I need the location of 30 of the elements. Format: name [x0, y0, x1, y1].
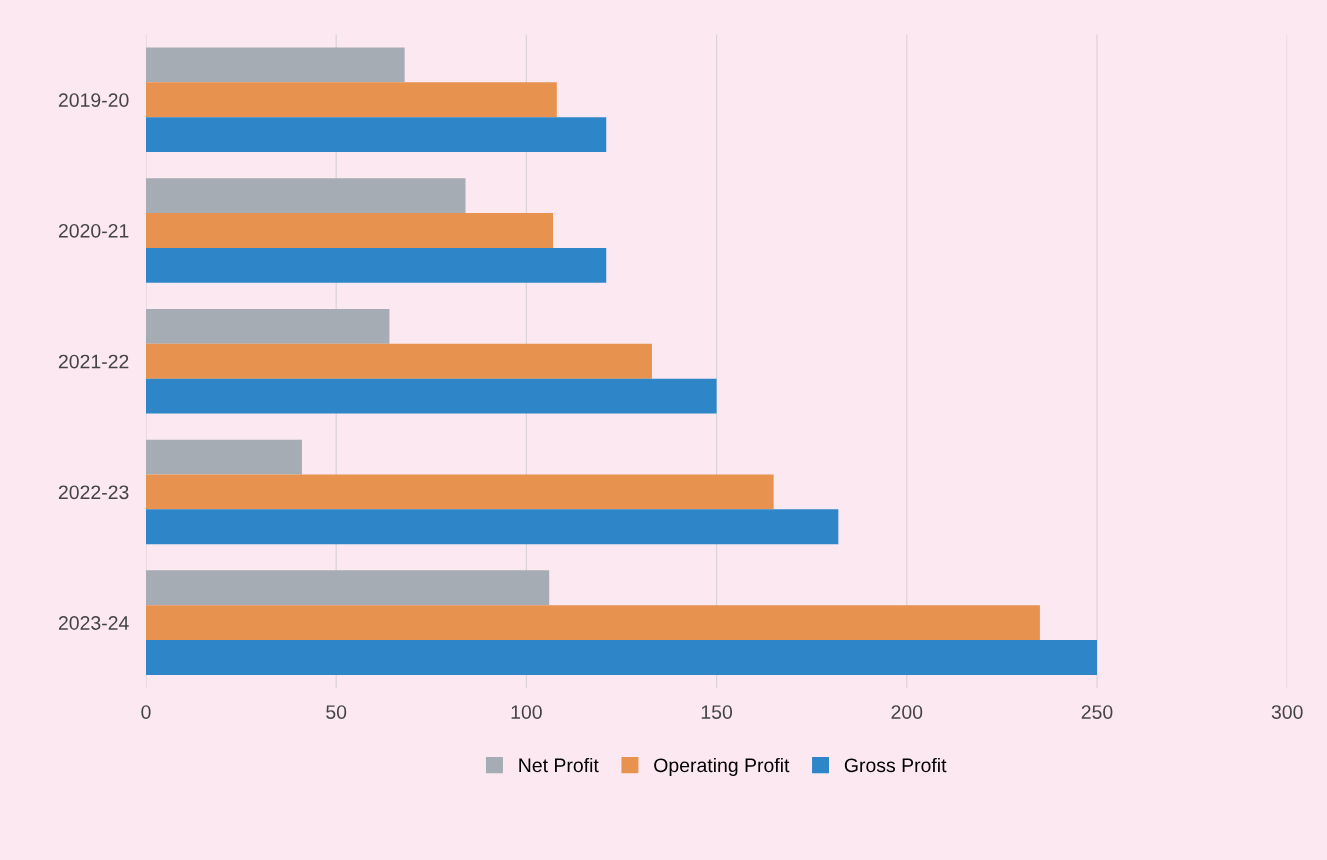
- bar: [145, 605, 1040, 641]
- legend-label: Net Profit: [519, 757, 599, 773]
- bar: [145, 439, 302, 475]
- x-tick-label: 300: [1271, 705, 1303, 719]
- x-tick-label: 100: [511, 705, 542, 719]
- y-tick-label: 2021-22: [58, 354, 129, 369]
- x-tick-label: 50: [326, 705, 347, 719]
- bar: [145, 178, 466, 214]
- bar: [145, 308, 390, 344]
- bar: [145, 247, 607, 283]
- x-tick-label: 150: [701, 705, 733, 719]
- bar: [145, 378, 717, 414]
- legend-label: Operating Profit: [654, 757, 790, 777]
- bar: [145, 82, 557, 118]
- y-tick-label: 2022-23: [58, 485, 129, 500]
- bar: [145, 570, 550, 606]
- bar: [145, 640, 1097, 675]
- y-tick-label: 2019-20: [58, 93, 129, 107]
- legend-label: Gross Profit: [844, 757, 947, 773]
- y-tick-label: 2020-21: [58, 223, 129, 238]
- bar: [145, 474, 774, 510]
- x-tick-label: 0: [141, 705, 151, 719]
- x-tick-label: 200: [891, 705, 923, 719]
- bar: [145, 47, 405, 83]
- x-tick-label: 250: [1081, 705, 1113, 719]
- bar: [145, 509, 839, 545]
- y-tick-label: 2023-24: [58, 616, 129, 630]
- bar: [145, 117, 607, 153]
- bar: [145, 213, 554, 248]
- bar: [145, 343, 652, 379]
